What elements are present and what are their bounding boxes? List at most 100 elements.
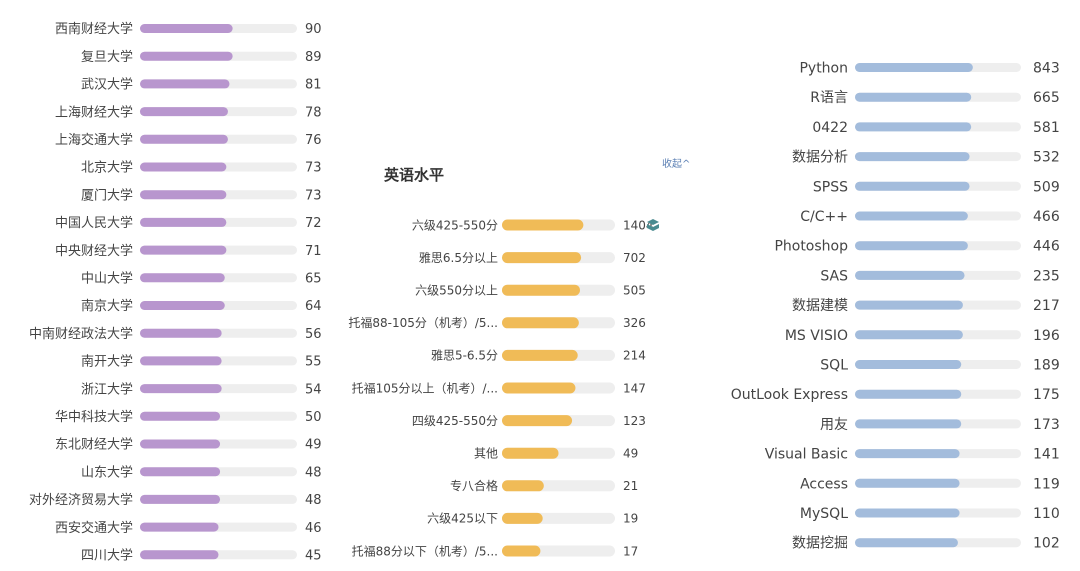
university-category-label: 厦门大学 [81,187,133,203]
university-row: 西安交通大学 46 [55,520,322,536]
skills-row: OutLook Express 175 [731,387,1060,403]
skills-value-label: 446 [1033,239,1060,255]
skills-row: SQL 189 [820,358,1059,374]
university-bar [140,273,225,283]
university-row: 浙江大学 54 [81,381,322,397]
skills-bar [855,122,972,132]
university-value-label: 89 [305,50,322,65]
skills-value-label: 509 [1033,179,1060,195]
collapse-link[interactable]: 收起^ [662,159,691,170]
skills-bar [855,241,968,251]
university-row: 上海交通大学 76 [55,132,322,148]
rank-badge-icon [647,219,659,231]
university-value-label: 73 [305,188,322,203]
skills-value-label: 175 [1033,387,1060,403]
english-level-value-label: 702 [623,251,646,265]
english-level-bar [502,349,578,361]
skills-row: Photoshop 446 [774,239,1059,255]
english-level-value-label: 505 [623,284,646,298]
skills-category-label: Photoshop [774,239,848,255]
university-value-label: 55 [305,355,322,370]
skills-bar [855,419,962,429]
university-value-label: 71 [305,244,322,259]
english-level-category-label: 雅思6.5分以上 [419,250,498,265]
university-bar-chart: 西南财经大学 90 复旦大学 89 武汉大学 81 上海财经大学 78 上海交通大学 76 北京大学… [29,21,322,563]
university-value-label: 76 [305,133,322,148]
skills-category-label: Python [799,61,848,77]
english-level-row: 托福105分以上（机考）/... 147 [352,380,646,395]
skills-value-label: 110 [1033,506,1060,522]
university-bar [140,467,221,477]
university-category-label: 四川大学 [81,547,133,563]
university-bar [140,51,233,61]
university-category-label: 南京大学 [81,298,133,314]
university-value-label: 45 [305,548,322,563]
university-chart-panel: 西南财经大学 90 复旦大学 89 武汉大学 81 上海财经大学 78 上海交通大学 76 北京大学… [0,0,340,571]
english-level-row: 六级425以下 19 [427,512,638,526]
english-level-bar [502,415,573,427]
english-level-row: 其他 49 [474,447,638,461]
skills-bar [855,181,970,191]
english-level-bar [502,317,579,329]
university-row: 武汉大学 81 [81,77,322,93]
skills-bar [855,360,962,369]
english-level-category-label: 专八合格 [450,478,498,493]
university-category-label: 对外经济贸易大学 [29,492,133,508]
university-bar [140,190,227,200]
skills-bar [855,449,960,459]
english-level-row: 托福88分以下（机考）/5... 17 [352,543,639,558]
skills-bar [855,508,960,518]
skills-row: MySQL 110 [800,506,1060,522]
skills-category-label: 用友 [820,417,848,433]
skills-category-label: Visual Basic [765,447,848,463]
skills-chart-panel: Python 843 R语言 665 0422 581 数据分析 532 SPSS 509 C/C+… [720,50,1080,571]
university-bar [140,550,219,560]
university-row: 华中科技大学 50 [55,409,322,425]
skills-category-label: C/C++ [800,209,848,225]
english-level-category-label: 六级550分以上 [415,284,498,298]
university-bar [140,79,230,89]
skills-value-label: 141 [1033,447,1060,463]
university-bar [140,494,221,504]
english-level-bar [502,252,582,264]
skills-bar [855,538,958,548]
skills-value-label: 102 [1033,536,1060,552]
english-level-bar [502,480,544,492]
skills-row: 用友 173 [820,417,1060,433]
skills-category-label: OutLook Express [731,387,848,403]
university-row: 南开大学 55 [81,354,322,370]
skills-value-label: 196 [1033,328,1060,344]
english-level-row: 雅思6.5分以上 702 [419,250,646,265]
university-row: 中国人民大学 72 [55,215,322,231]
skills-category-label: R语言 [810,90,848,106]
english-level-value-label: 17 [623,544,638,558]
skills-category-label: 数据挖掘 [792,536,848,552]
skills-category-label: 0422 [812,120,848,136]
university-bar [140,384,222,394]
university-row: 对外经济贸易大学 48 [29,492,322,508]
skills-category-label: MS VISIO [785,328,848,344]
skills-category-label: 数据分析 [792,150,848,166]
english-level-value-label: 49 [623,447,638,461]
english-level-bar [502,219,584,231]
skills-bar [855,152,970,162]
university-value-label: 48 [305,465,322,480]
university-bar [140,24,233,33]
english-level-bar [502,447,559,459]
english-level-value-label: 21 [623,479,638,493]
skills-row: Visual Basic 141 [765,447,1060,463]
skills-value-label: 843 [1033,61,1060,77]
university-category-label: 上海交通大学 [55,132,133,148]
skills-row: R语言 665 [810,90,1059,106]
english-level-value-label: 326 [623,316,646,330]
skills-bar [855,478,960,488]
university-bar [140,107,228,117]
english-level-row: 六级425-550分 1404 [412,218,654,232]
university-category-label: 西南财经大学 [55,21,133,37]
skills-bar [855,389,962,399]
skills-row: 数据挖掘 102 [792,536,1060,552]
english-level-category-label: 托福105分以上（机考）/... [352,380,498,395]
skills-row: MS VISIO 196 [785,328,1060,344]
english-level-bar [502,382,576,394]
english-level-value-label: 19 [623,512,638,526]
